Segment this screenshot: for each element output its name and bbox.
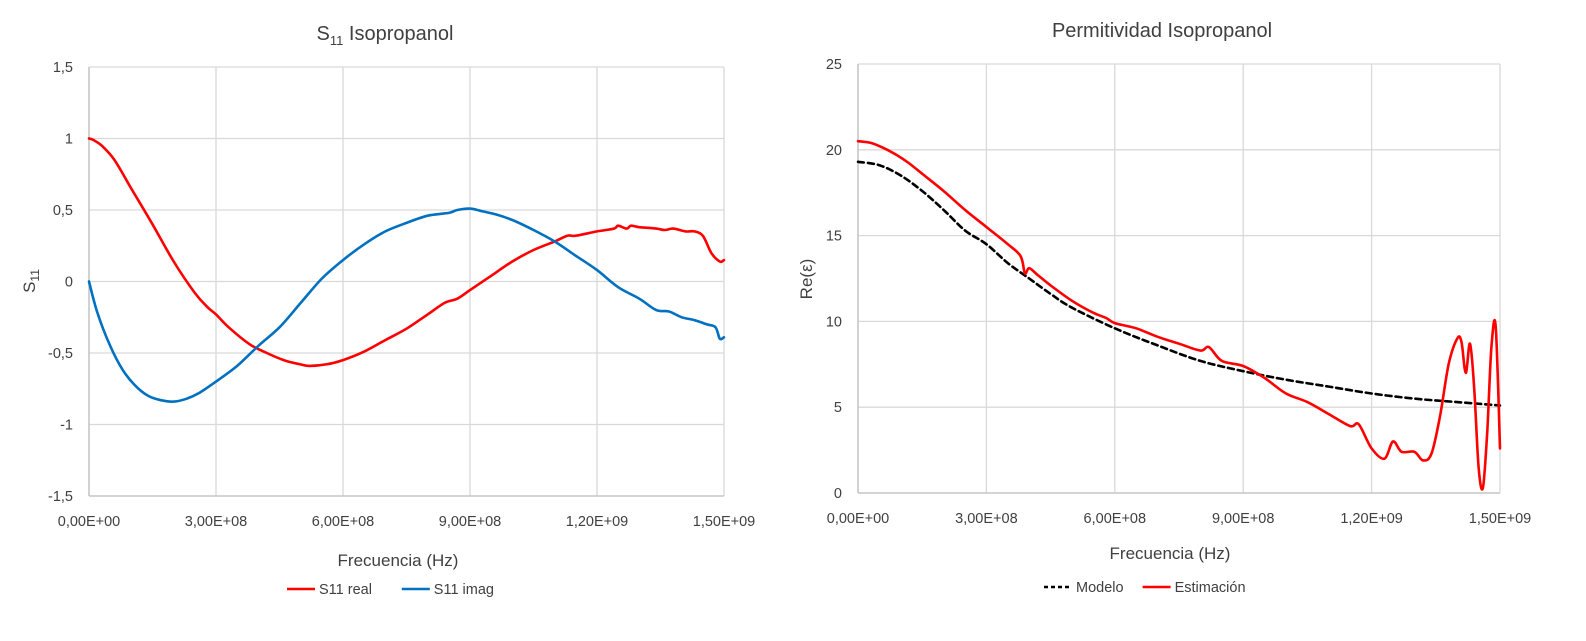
s11-x-tick-label: 3,00E+08 [185,514,248,530]
s11-y-tick-label: 1,5 [53,60,73,76]
permittivity-x-axis-label: Frecuencia (Hz) [1110,544,1231,563]
permittivity-x-tick-label: 1,50E+09 [1469,511,1532,527]
s11-x-tick-label: 9,00E+08 [439,514,502,530]
s11-legend-label-s11-real: S11 real [319,582,372,598]
permittivity-x-tick-label: 1,20E+09 [1340,511,1403,527]
permittivity-x-tick-label: 9,00E+08 [1212,511,1275,527]
s11-chart-title: S11 Isopropanol [317,23,454,48]
permittivity-y-tick-label: 15 [826,229,842,245]
s11-x-tick-label: 0,00E+00 [58,514,121,530]
s11-series-line-s11-imag [87,207,726,403]
s11-x-tick-label: 6,00E+08 [312,514,375,530]
permittivity-legend-label-estimacion: Estimación [1175,580,1246,596]
s11-y-tick-label: 0 [65,275,73,291]
s11-x-tick-label: 1,20E+09 [566,514,629,530]
s11-y-tick-label: -1,5 [48,489,73,505]
permittivity-y-tick-label: 10 [826,314,842,330]
permittivity-y-tick-label: 0 [834,486,842,502]
permittivity-series-line-estimacion [856,139,1502,491]
s11-y-tick-label: -1 [60,418,73,434]
s11-chart: S11 Isopropanol -1,5 -1 -0,5 0 0,5 1 1,5 0,00E+… [20,23,755,598]
s11-y-tick-label: -0,5 [48,346,73,362]
permittivity-chart-title: Permitividad Isopropanol [1052,20,1272,42]
s11-y-axis-label: S11 [20,269,42,293]
permittivity-legend-label-modelo: Modelo [1076,580,1124,596]
s11-y-tick-label: 1 [65,132,73,148]
permittivity-series-line-modelo [856,160,1502,407]
s11-x-axis-label: Frecuencia (Hz) [338,551,459,570]
permittivity-chart: Permitividad Isopropanol 0 5 10 15 20 25 0,00E… [797,20,1531,596]
s11-series-line-s11-real [87,137,726,368]
permittivity-y-tick-label: 20 [826,143,842,159]
permittivity-x-tick-label: 0,00E+00 [827,511,890,527]
s11-legend-label-s11-imag: S11 imag [434,582,494,598]
s11-x-tick-label: 1,50E+09 [693,514,756,530]
permittivity-y-tick-label: 5 [834,400,842,416]
s11-y-tick-label: 0,5 [53,203,73,219]
permittivity-y-tick-label: 25 [826,57,842,73]
permittivity-x-tick-label: 6,00E+08 [1084,511,1147,527]
permittivity-x-tick-label: 3,00E+08 [955,511,1018,527]
permittivity-y-axis-label: Re(ε) [797,259,816,300]
